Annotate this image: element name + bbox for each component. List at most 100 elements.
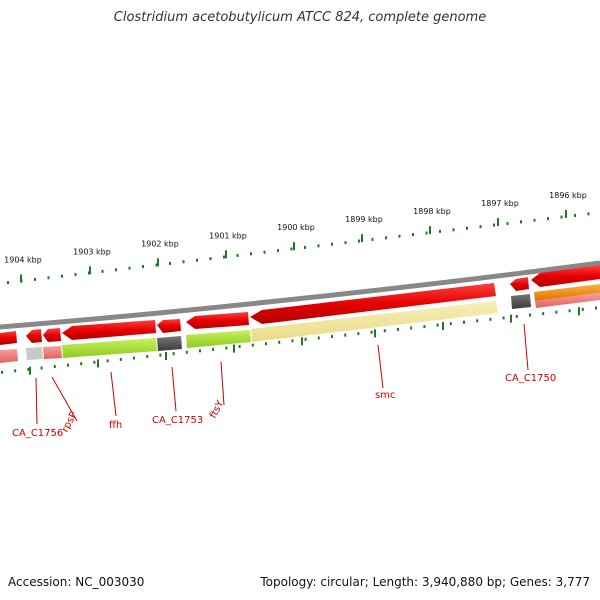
ruler-dot — [449, 322, 452, 326]
cds-arrow-ca-c1750[interactable] — [510, 277, 529, 291]
ruler-dot — [425, 231, 428, 235]
ruler-dot — [436, 323, 439, 327]
ruler-major-tick — [20, 274, 22, 283]
cds-arrow-ca-c1756[interactable] — [26, 329, 42, 343]
ruler-dot — [476, 319, 479, 323]
band-ca-c1750 — [511, 294, 531, 309]
ruler-dot — [40, 366, 43, 370]
gene-labels: CA_C1756 rpsP ffh CA_C1753 ftsY smc CA_C… — [12, 373, 556, 439]
band-left-pink — [0, 349, 18, 363]
ruler-dot — [412, 233, 414, 237]
ruler-dot — [506, 221, 509, 225]
genome-summary: Topology: circular; Length: 3,940,880 bp… — [260, 575, 590, 589]
ruler-major-tick — [89, 266, 91, 275]
ruler-dot — [291, 339, 294, 343]
ruler-dot — [182, 260, 185, 264]
cds-arrows — [0, 265, 600, 345]
ruler-dot — [74, 273, 77, 277]
ruler-dot — [155, 263, 158, 267]
ruler-dot — [423, 325, 426, 329]
ruler-major-tick — [165, 352, 167, 361]
tick-label: 1896 kbp — [549, 191, 587, 200]
ruler-dot — [385, 236, 387, 240]
ruler-dot — [238, 345, 241, 349]
ruler-major-tick — [429, 226, 431, 235]
ruler-dot — [371, 237, 374, 241]
gene-leader-lines — [35, 323, 529, 425]
ruler-dot — [53, 365, 56, 369]
ruler-dot — [223, 255, 225, 259]
tick-labels: 1904 kbp 1903 kbp 1902 kbp 1901 kbp 1900 kbp… — [4, 191, 587, 264]
ruler-dot — [236, 253, 239, 257]
ruler-dot — [555, 310, 558, 314]
ruler-major-tick — [361, 234, 363, 243]
tick-label: 1903 kbp — [73, 247, 111, 256]
band-right-pink — [535, 293, 600, 308]
cds-arrow-left-edge[interactable] — [0, 331, 17, 345]
cds-arrow-ftsy[interactable] — [186, 312, 249, 329]
ruler-dot — [357, 332, 360, 336]
ruler-major-tick — [442, 322, 444, 331]
ruler-dot — [542, 312, 545, 316]
ruler-major-tick — [29, 366, 31, 375]
gene-label-ffh[interactable]: ffh — [109, 420, 122, 431]
ruler-dot — [93, 360, 96, 364]
ruler-dot — [344, 241, 347, 245]
tick-label: 1898 kbp — [413, 207, 451, 216]
ruler-dot — [142, 265, 144, 269]
gene-label-ca-c1753[interactable]: CA_C1753 — [152, 415, 203, 426]
ruler-dot — [67, 363, 69, 367]
gene-label-ca-c1756[interactable]: CA_C1756 — [12, 428, 63, 439]
cds-arrow-right-edge[interactable] — [531, 265, 600, 287]
band-ca-c1753 — [157, 336, 182, 351]
band-ca-c1756 — [26, 347, 43, 360]
page-title: Clostridium acetobutylicum ATCC 824, com… — [113, 10, 487, 25]
ruler-dot — [7, 281, 9, 285]
cds-arrow-smc[interactable] — [250, 283, 496, 324]
ruler-dot — [172, 352, 175, 356]
ruler-dot — [115, 268, 117, 272]
ruler-dot — [27, 367, 30, 371]
ruler-dot — [196, 258, 198, 262]
ruler-dot — [331, 335, 333, 339]
ruler-dot — [398, 234, 401, 238]
ruler-dot — [466, 226, 468, 230]
gene-label-smc[interactable]: smc — [375, 390, 395, 401]
ruler-dot — [344, 333, 347, 337]
ruler-dot — [61, 274, 63, 278]
band-ffh — [62, 338, 157, 358]
cds-arrow-ffh[interactable] — [62, 320, 156, 340]
ruler-dot — [159, 353, 162, 357]
lower-tick-ruler — [1, 306, 597, 375]
ruler-dot — [317, 336, 320, 340]
ruler-dot — [595, 306, 597, 310]
ruler-dot — [568, 309, 571, 313]
ruler-dot — [199, 349, 201, 353]
ruler-dot — [146, 355, 149, 359]
ruler-major-tick — [497, 218, 499, 227]
cds-arrow-ca-c1753[interactable] — [157, 319, 181, 333]
ruler-dot — [383, 329, 386, 333]
ruler-dot — [463, 320, 465, 324]
ruler-dot — [547, 217, 549, 221]
ruler-dot — [410, 326, 413, 330]
gene-label-ca-c1750[interactable]: CA_C1750 — [505, 373, 556, 384]
ruler-dot — [265, 342, 267, 346]
ruler-dot — [304, 337, 307, 341]
tick-label: 1899 kbp — [345, 215, 383, 224]
ruler-dot — [439, 229, 441, 233]
cds-arrow-rpsp[interactable] — [43, 328, 61, 342]
ruler-dot — [304, 245, 306, 249]
band-rpsp — [43, 346, 62, 359]
band-smc — [251, 301, 498, 342]
ruler-major-tick — [293, 242, 295, 251]
gene-label-rpsp[interactable]: rpsP — [60, 410, 80, 434]
band-right-orange — [534, 284, 600, 301]
ruler-major-tick — [97, 359, 99, 368]
ruler-dot — [317, 244, 320, 248]
tick-label: 1901 kbp — [209, 231, 247, 240]
ruler-major-tick — [565, 210, 567, 219]
ruler-dot — [529, 313, 531, 317]
ruler-dot — [331, 242, 333, 246]
